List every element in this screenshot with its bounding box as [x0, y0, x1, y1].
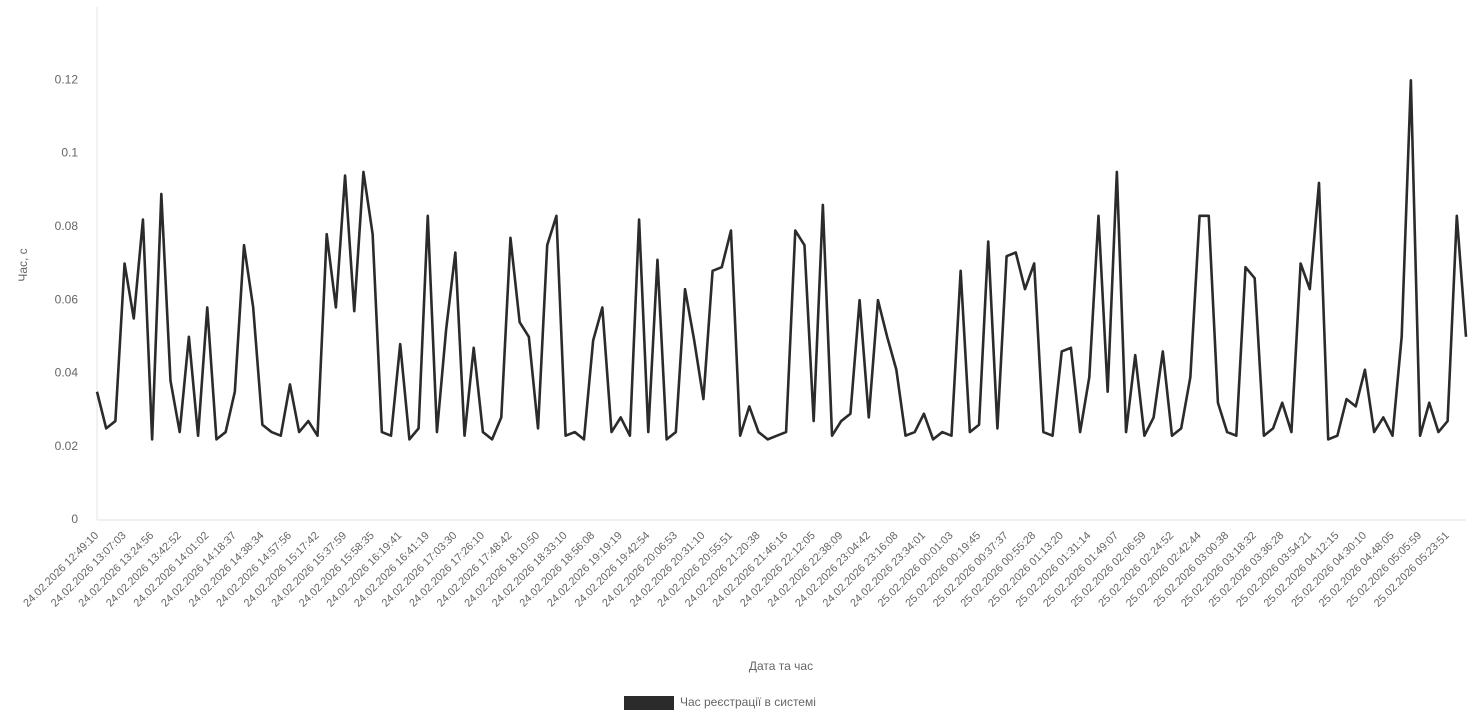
- y-tick-label: 0.08: [55, 219, 79, 233]
- data-line: [95, 78, 1468, 441]
- y-tick-label: 0.12: [55, 72, 79, 86]
- legend-swatch: [624, 696, 674, 710]
- x-axis-label: Дата та час: [749, 659, 813, 673]
- y-tick-label: 0.1: [61, 146, 78, 160]
- y-tick-label: 0.04: [55, 366, 79, 380]
- y-tick-label: 0.06: [55, 292, 79, 306]
- legend-label: Час реєстрації в системі: [680, 695, 816, 709]
- y-tick-label: 0.02: [55, 439, 79, 453]
- y-tick-label: 0: [71, 512, 78, 526]
- y-axis-label: Час, с: [16, 248, 30, 281]
